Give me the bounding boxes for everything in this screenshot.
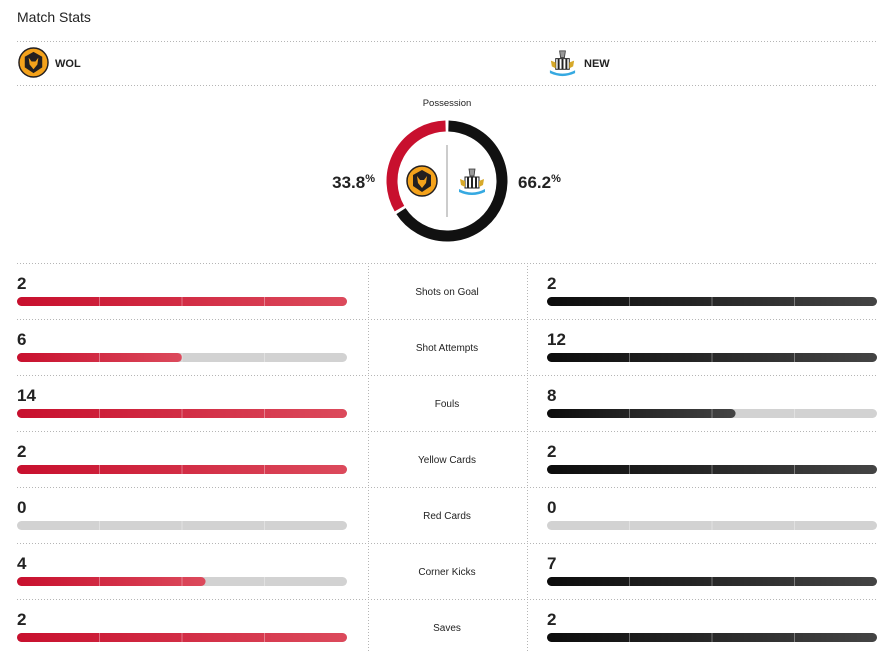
- away-stat-value: 12: [547, 330, 566, 349]
- home-logo: [406, 165, 438, 197]
- home-stat-value: 0: [17, 498, 26, 517]
- unit: %: [365, 173, 375, 185]
- stat-label: Red Cards: [423, 511, 471, 522]
- stat-label: Shots on Goal: [415, 287, 478, 298]
- home-bar: [17, 297, 347, 306]
- stat-label: Saves: [433, 623, 461, 634]
- away-bar: [547, 465, 877, 474]
- home-bar: [17, 409, 347, 418]
- possession-label: Possession: [423, 98, 472, 109]
- home-bar: [17, 353, 182, 362]
- page-title: Match Stats: [17, 9, 91, 25]
- home-possession: 33.8%: [332, 173, 375, 192]
- away-logo: [458, 168, 486, 196]
- home-team: WOL: [55, 58, 81, 70]
- away-bar: [547, 577, 877, 586]
- value: 33.8: [332, 173, 365, 192]
- stat-label: Fouls: [435, 399, 459, 410]
- away-stat-value: 8: [547, 386, 556, 405]
- home-stat-value: 2: [17, 610, 26, 629]
- away-stat-value: 2: [547, 442, 556, 461]
- away-stat-value: 0: [547, 498, 556, 517]
- home-possession-arc: [386, 120, 446, 212]
- away-logo: [549, 50, 576, 77]
- bar-track: [547, 521, 877, 530]
- stat-label: Shot Attempts: [416, 343, 478, 354]
- away-team: NEW: [584, 58, 610, 70]
- home-stat-value: 14: [17, 386, 36, 405]
- away-possession-arc: [396, 120, 508, 242]
- bar-track: [17, 521, 347, 530]
- stat-label: Corner Kicks: [418, 567, 475, 578]
- home-stat-value: 6: [17, 330, 26, 349]
- unit: %: [551, 173, 561, 185]
- home-bar: [17, 465, 347, 474]
- home-logo: [18, 47, 49, 78]
- away-possession: 66.2%: [518, 173, 561, 192]
- home-bar: [17, 633, 347, 642]
- home-stat-value: 4: [17, 554, 27, 573]
- stat-label: Yellow Cards: [418, 455, 476, 466]
- away-bar: [547, 353, 877, 362]
- home-stat-value: 2: [17, 274, 26, 293]
- away-stat-value: 2: [547, 610, 556, 629]
- away-bar: [547, 297, 877, 306]
- away-bar: [547, 633, 877, 642]
- value: 66.2: [518, 173, 551, 192]
- away-stat-value: 7: [547, 554, 556, 573]
- away-stat-value: 2: [547, 274, 556, 293]
- home-stat-value: 2: [17, 442, 26, 461]
- home-bar: [17, 577, 206, 586]
- away-bar: [547, 409, 736, 418]
